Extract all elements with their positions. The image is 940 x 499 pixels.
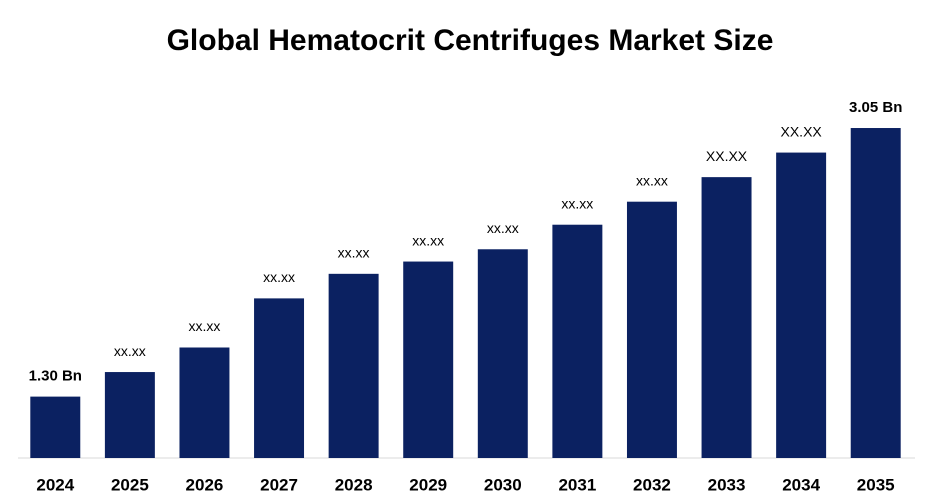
value-label: 1.30 Bn (29, 368, 82, 385)
value-label: xx.xx (114, 343, 146, 359)
x-tick-label: 2028 (335, 475, 373, 494)
x-tick-label: 2034 (782, 475, 820, 494)
x-tick-label: 2033 (708, 475, 746, 494)
value-label: xx.xx (412, 232, 444, 248)
x-tick-label: 2030 (484, 475, 522, 494)
x-tick-label: 2027 (260, 475, 298, 494)
value-label: 3.05 Bn (849, 99, 902, 116)
x-tick-label: 2031 (558, 475, 596, 494)
x-tick-label: 2029 (409, 475, 447, 494)
bar (30, 396, 81, 458)
x-tick-label: 2024 (36, 475, 74, 494)
x-tick-label: 2026 (186, 475, 224, 494)
x-tick-label: 2032 (633, 475, 671, 494)
bar (254, 298, 305, 458)
bar (328, 273, 379, 458)
bar (179, 347, 230, 458)
value-label: XX.XX (781, 123, 823, 139)
value-label: XX.XX (706, 148, 748, 164)
bar (850, 128, 901, 459)
value-label: xx.xx (636, 172, 668, 188)
chart-title: Global Hematocrit Centrifuges Market Siz… (167, 24, 774, 57)
bar (776, 152, 827, 459)
bar (626, 201, 677, 459)
value-label: xx.xx (338, 245, 370, 261)
bar (477, 249, 528, 458)
bar (552, 224, 603, 458)
x-tick-label: 2025 (111, 475, 149, 494)
value-label: xx.xx (263, 269, 295, 285)
value-label: xx.xx (189, 318, 221, 334)
x-tick-label: 2035 (857, 475, 895, 494)
bar (104, 372, 155, 458)
value-label: xx.xx (561, 195, 593, 211)
bar (403, 261, 454, 458)
value-label: xx.xx (487, 220, 519, 236)
bar (701, 177, 752, 459)
